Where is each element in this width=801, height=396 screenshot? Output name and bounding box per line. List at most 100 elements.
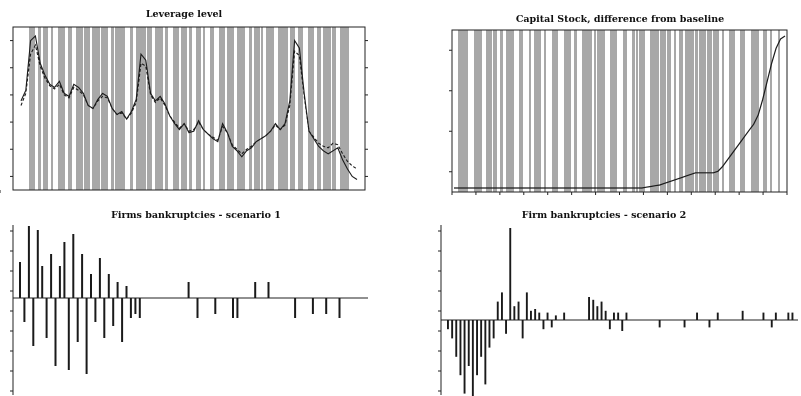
scenario-2-bar [774,312,777,320]
shaded-region [189,27,192,190]
scenario-1-bar [36,230,39,298]
bankruptcies-scenario-2-title: Firm bankruptcies - scenario 2 [522,210,686,221]
scenario-2-bar [471,320,474,396]
scenario-1-bar [311,298,314,314]
scenario-1-bar [98,258,101,298]
scenario-2-bar [683,320,686,328]
shaded-region [278,27,288,190]
shaded-region [650,30,659,192]
shaded-region [249,27,252,190]
scenario-2-bar [521,320,524,339]
scenario-2-bar [509,228,512,320]
shaded-region [51,27,53,190]
scenario-2-bar [600,301,603,320]
scenario-1-bar [19,262,21,298]
shaded-region [227,27,234,190]
shaded-region [574,30,577,192]
shaded-region [493,30,497,192]
scenario-2-bar [455,320,458,357]
scenario-2-bar [708,320,711,328]
scenario-2-bar [741,310,744,320]
shaded-region [84,27,90,190]
scenario-2-bar [513,306,516,320]
scenario-1-bar [338,298,341,318]
scenario-2-bar [488,320,491,348]
scenario-2-bar [762,312,765,320]
scenario-1-bar [267,282,270,298]
shaded-region [101,27,108,190]
scenario-1-bar [214,298,217,314]
scenario-1-bar [187,282,190,298]
shaded-region [667,30,671,192]
shaded-region [203,27,205,190]
shaded-region [534,30,541,192]
shaded-region [713,30,719,192]
shaded-region [500,30,503,192]
scenario-1-bar [325,298,328,314]
shaded-region [722,30,724,192]
scenario-2-bar [625,312,628,320]
scenario-1-bar [254,282,257,298]
scenario-2-bar [563,312,566,320]
shaded-region [340,27,349,190]
bankruptcies-scenario-2-panel: Firm bankruptcies - scenario 2 [438,210,798,396]
shaded-region [778,30,780,192]
scenario-1-bar [129,298,132,318]
shaded-region [740,30,745,192]
scenario-1-bar [94,298,97,322]
shaded-region [38,27,41,190]
shaded-region [552,30,558,192]
leverage-dashed-line [20,43,358,170]
scenario-2-bar [484,320,487,385]
shaded-region [699,30,706,192]
scenario-2-bar [658,320,661,328]
scenario-1-bar [63,242,66,298]
shaded-region [544,30,546,192]
shaded-region [632,30,635,192]
scenario-1-bar [236,298,239,318]
scenario-1-bar [54,298,57,366]
shaded-region [29,27,35,190]
shaded-region [290,27,295,190]
scenario-2-bar [554,315,557,320]
scenario-1-bar [85,298,88,374]
scenario-1-bar [294,298,297,318]
capital-stock-panel: Capital Stock, difference from baseline [449,14,788,195]
shaded-region [623,30,627,192]
shaded-region [519,30,523,192]
shaded-region [58,27,65,190]
scenario-2-bar [501,292,503,320]
shaded-region [317,27,321,190]
shaded-region [115,27,125,190]
shaded-region [610,30,617,192]
scenario-2-bar [463,320,466,394]
shaded-region [308,27,314,190]
capital-stock-title: Capital Stock, difference from baseline [516,14,724,25]
shaded-region [582,30,592,192]
scenario-2-bar [791,312,794,320]
shaded-region [751,30,759,192]
capital-stock-line [454,35,786,189]
scenario-2-bar [459,320,462,376]
shaded-region [196,27,201,190]
shaded-region [707,30,712,192]
scenario-1-bar [23,298,26,322]
scenario-2-bar [480,320,483,357]
scenario-1-bar [121,298,124,342]
scenario-2-bar [538,312,541,320]
shaded-region [210,27,214,190]
shaded-region [529,30,531,192]
scenario-2-bar [588,297,590,320]
scenario-2-bar [613,312,615,320]
shaded-region [474,30,482,192]
plot-frame [12,26,366,191]
shaded-region [254,27,260,190]
shaded-region [130,27,133,190]
scenario-2-bar [496,301,499,320]
scenario-2-bar [542,320,545,330]
scenario-1-bar [45,298,48,338]
shaded-region [43,27,48,190]
scenario-2-bar [451,320,454,339]
shaded-region [332,27,336,190]
